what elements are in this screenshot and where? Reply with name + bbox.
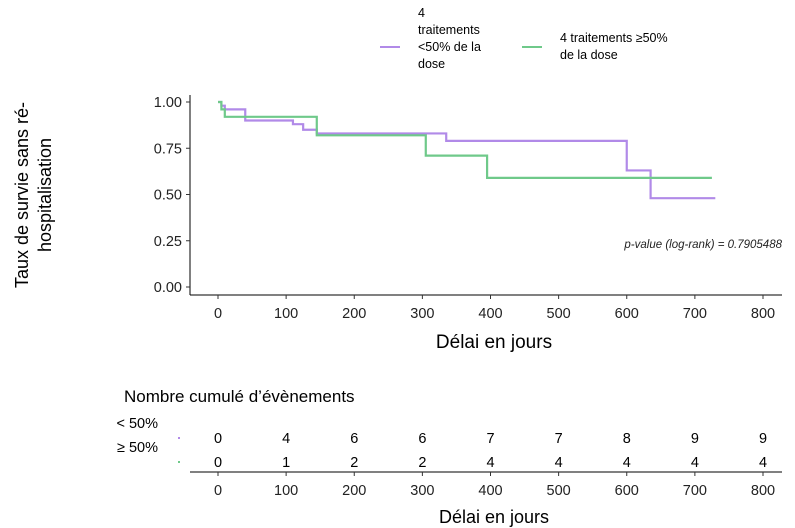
table-cell: 4	[759, 455, 767, 471]
y-tick-label: 0.25	[154, 234, 182, 250]
table-x-tick-label: 400	[478, 483, 502, 499]
risk-table: Nombre cumulé d’évènements < 50% 0 4 6 6 7 7 8 9 9…	[116, 387, 782, 527]
x-tick-label: 400	[478, 306, 502, 322]
legend-swatch	[522, 46, 542, 48]
plot-axes: 0.00 0.25 0.50 0.75 1.00 0 100 200 300 400 500 600 7…	[12, 95, 783, 353]
table-cell: 2	[418, 455, 426, 471]
y-tick-label: 0.75	[154, 141, 182, 157]
survival-curve-0	[218, 100, 716, 200]
x-tick-label: 800	[751, 306, 775, 322]
table-cell: 0	[214, 431, 222, 447]
table-x-tick-label: 200	[342, 483, 366, 499]
table-row-label: < 50%	[116, 416, 158, 432]
table-cell: 7	[555, 431, 563, 447]
x-axis-title: Délai en jours	[436, 332, 552, 353]
legend-label-line: dose	[418, 57, 446, 71]
table-x-tick-label: 100	[274, 483, 298, 499]
legend-label-line: traitements	[418, 23, 480, 37]
y-axis-title-line: hospitalisation	[35, 138, 55, 252]
table-x-tick-label: 700	[683, 483, 707, 499]
y-tick-label: 1.00	[154, 95, 182, 111]
legend-label-line: 4	[418, 6, 425, 20]
table-cell: 2	[350, 455, 358, 471]
table-cell: 6	[350, 431, 358, 447]
legend-swatch	[380, 46, 400, 48]
table-x-tick-label: 500	[547, 483, 571, 499]
y-axis-title: Taux de survie sans ré-hospitalisation	[12, 102, 55, 288]
plot-series	[218, 100, 716, 200]
legend-label-line: de la dose	[560, 48, 618, 62]
legend-label-line: 4 traitements ≥50%	[560, 31, 668, 45]
table-cell: 0	[214, 455, 222, 471]
y-axis-title-line: Taux de survie sans ré-	[12, 102, 32, 288]
legend-label: 4 traitements ≥50% de la dose	[560, 30, 668, 64]
table-cell: 7	[486, 431, 494, 447]
table-x-tick-label: 300	[410, 483, 434, 499]
table-cell: 4	[555, 455, 563, 471]
table-cell: 6	[418, 431, 426, 447]
table-x-tick-label: 600	[615, 483, 639, 499]
x-tick-label: 500	[547, 306, 571, 322]
x-tick-label: 200	[342, 306, 366, 322]
legend-label: 4 traitements <50% de la dose	[418, 5, 481, 73]
y-tick-label: 0.50	[154, 188, 182, 204]
table-cell: 4	[486, 455, 494, 471]
x-tick-label: 600	[615, 306, 639, 322]
table-cell: 9	[759, 431, 767, 447]
table-cell: 4	[691, 455, 699, 471]
table-cell: 8	[623, 431, 631, 447]
table-x-axis-title: Délai en jours	[439, 507, 549, 527]
table-cell: 1	[282, 455, 290, 471]
table-cell: 4	[623, 455, 631, 471]
survival-curve-1	[218, 100, 712, 179]
table-cell: 4	[282, 431, 290, 447]
x-tick-label: 300	[410, 306, 434, 322]
table-row-label: ≥ 50%	[117, 440, 158, 456]
table-x-tick-label: 800	[751, 483, 775, 499]
legend-label-line: <50% de la	[418, 40, 481, 54]
table-title: Nombre cumulé d’évènements	[124, 387, 355, 406]
x-tick-label: 100	[274, 306, 298, 322]
x-tick-label: 700	[683, 306, 707, 322]
y-tick-label: 0.00	[154, 280, 182, 296]
table-x-tick-label: 0	[214, 483, 222, 499]
table-cell: 9	[691, 431, 699, 447]
pvalue-annotation: p-value (log-rank) = 0.7905488	[623, 239, 782, 251]
x-tick-label: 0	[214, 306, 222, 322]
